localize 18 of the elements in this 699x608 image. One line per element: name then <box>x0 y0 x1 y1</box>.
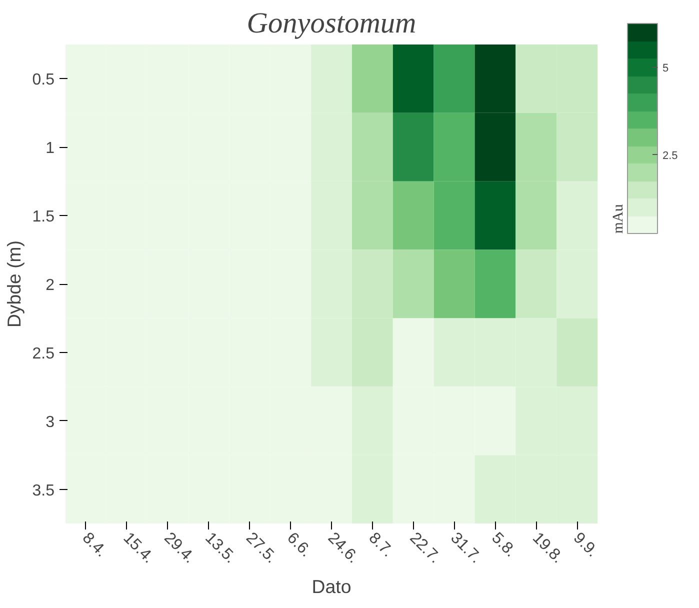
x-tick-label: 5.8. <box>488 530 520 560</box>
y-tick-label: 1.5 <box>32 208 55 226</box>
y-tick-label: 3 <box>46 414 55 431</box>
color-bar-label: 2.5 <box>662 150 678 162</box>
y-axis-title: Dybde (m) <box>3 240 24 328</box>
x-axis-title: Dato <box>312 576 352 598</box>
x-tick-label: 9.9. <box>570 530 601 560</box>
color-bar-title: mAu <box>610 204 626 234</box>
x-tick-label: 6.6. <box>284 530 314 560</box>
y-tick-label: 2 <box>46 277 55 294</box>
y-tick-label: 2.5 <box>32 345 55 362</box>
y-tick-label: 0.5 <box>32 72 55 89</box>
chart-title: Gonyostomum <box>246 8 416 40</box>
y-tick-label: 3.5 <box>32 482 55 500</box>
x-tick-label: 8.7. <box>365 530 396 560</box>
y-tick-label: 1 <box>46 140 55 158</box>
color-bar-label: 5 <box>662 62 669 74</box>
x-tick-label: 8.4. <box>78 530 110 560</box>
